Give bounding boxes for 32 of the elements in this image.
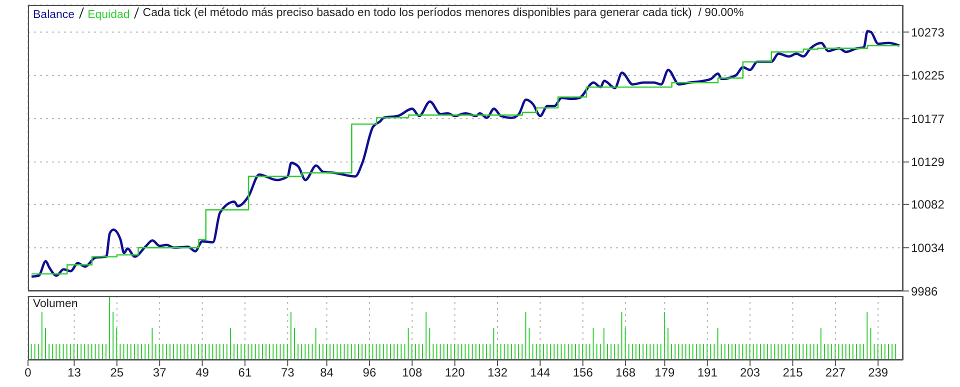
- x-tick-label: 73: [280, 366, 295, 380]
- x-tick-label: 191: [697, 366, 718, 380]
- x-tick-label: 84: [320, 366, 334, 380]
- x-tick-label: 49: [196, 366, 210, 380]
- text: Balance: [33, 9, 75, 21]
- y-tick-label: 10034: [911, 240, 945, 255]
- y-tick-label: 10177: [911, 112, 945, 126]
- x-tick-label: 61: [238, 366, 252, 380]
- x-tick-label: 25: [110, 366, 124, 380]
- x-tick-label: 144: [530, 366, 551, 380]
- x-tick-label: 203: [740, 366, 760, 380]
- x-tick-label: 168: [616, 366, 636, 380]
- x-tick-label: 132: [487, 366, 508, 380]
- x-tick-label: 227: [825, 366, 846, 380]
- text: Equidad: [88, 9, 130, 21]
- y-tick-label: 10273: [911, 25, 945, 40]
- x-tick-label: 179: [654, 366, 676, 380]
- x-tick-label: 96: [362, 366, 376, 380]
- x-tick-label: 37: [152, 366, 167, 380]
- x-tick-label: 120: [444, 366, 466, 380]
- chart-title: Volumen: [33, 298, 78, 310]
- x-tick-label: 215: [782, 366, 804, 380]
- chart-title: Cada tick (el método más preciso basado en todo los períodos menores disponibles para generar cada tick) / 90.00%: [142, 7, 744, 21]
- x-tick-label: 13: [68, 366, 82, 380]
- x-tick-label: 108: [402, 366, 422, 380]
- y-tick-label: 10225: [911, 68, 945, 83]
- x-tick-label: 239: [868, 366, 888, 380]
- x-tick-label: 156: [572, 366, 594, 380]
- y-tick-label: 10082: [911, 198, 945, 212]
- y-tick-label: 10129: [911, 155, 945, 170]
- x-tick-label: 0: [24, 366, 32, 380]
- y-tick-label: 9986: [911, 284, 938, 298]
